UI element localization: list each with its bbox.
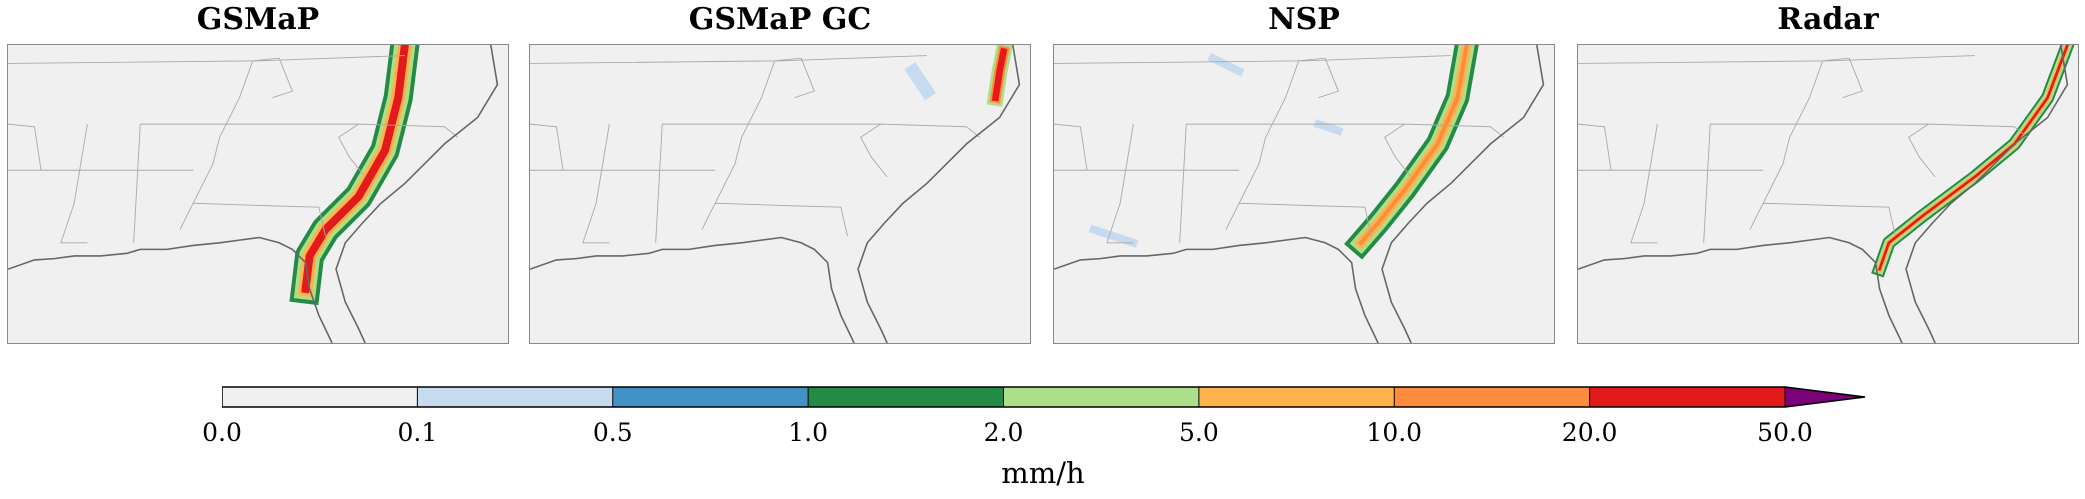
map-panel [7,44,509,344]
colorbar-tick-label: 1.0 [788,418,829,447]
colorbar-segment [1198,387,1395,407]
coastline [1578,45,2069,343]
precipitation-map [8,45,499,343]
colorbar-segment [612,387,809,407]
colorbar-outline [222,386,1866,408]
rain-area [1877,45,2069,271]
colorbar-segment [1394,387,1590,407]
colorbar [222,386,1866,408]
rain-area [991,47,1008,102]
colorbar-label: mm/h [1001,456,1085,490]
colorbar-tick-label: 0.1 [397,418,438,447]
map-panel [1053,44,1555,344]
colorbar-segment [1003,387,1199,407]
coastline [8,45,499,343]
state-borders [1578,55,2029,244]
colorbar-tick-label: 50.0 [1757,418,1813,447]
colorbar-tick-label: 10.0 [1366,418,1423,447]
colorbar-tick-label: 5.0 [1178,418,1219,447]
colorbar-tick-label: 0.5 [592,418,633,447]
colorbar-tick-label: 20.0 [1561,418,1618,447]
panel-title: Radar [1777,2,1879,37]
state-borders [8,55,459,244]
coastline [530,45,1021,343]
panel-title: NSP [1268,2,1340,37]
colorbar-extend-arrow [1784,386,1866,408]
rain-area [1088,52,1344,248]
panel-title: GSMaP GC [688,2,872,37]
precipitation-map [530,45,1021,343]
precipitation-map [1054,45,1545,343]
state-borders [1054,55,1505,244]
colorbar-segment [222,387,418,407]
precipitation-map [1578,45,2075,343]
colorbar-segment [417,387,613,407]
rain-area [904,62,936,101]
coastline [1054,45,1545,343]
colorbar-segment [808,387,1004,407]
rain-area [1358,45,1469,246]
panel-title: GSMaP [196,2,320,37]
rain-area [301,45,409,294]
map-panel [529,44,1031,344]
state-borders [530,55,981,244]
colorbar-segment [1589,387,1785,407]
colorbar-tick-label: 2.0 [983,418,1024,447]
rain-area [1871,45,2075,278]
colorbar-tick-label: 0.0 [202,418,242,447]
map-panel [1577,44,2079,344]
